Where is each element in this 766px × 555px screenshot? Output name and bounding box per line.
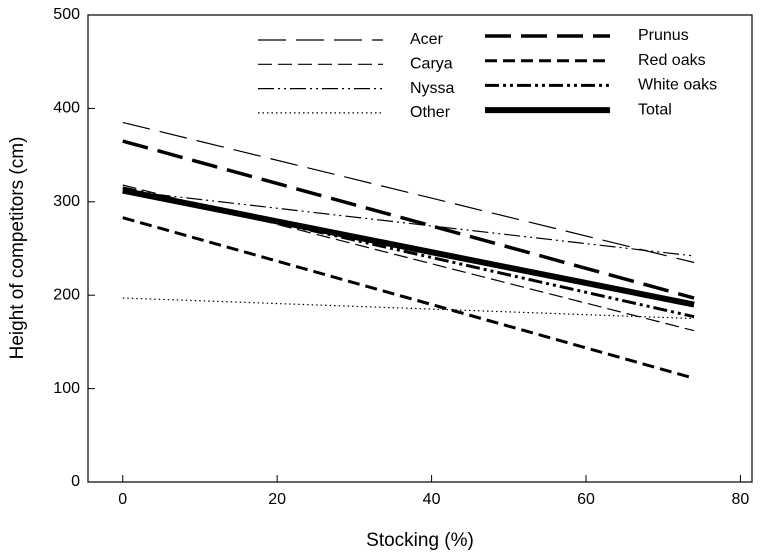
y-tick-label: 100 [53,380,80,397]
x-tick-label: 60 [577,491,595,508]
legend-label: Carya [410,56,453,73]
y-tick-label: 400 [53,100,80,117]
series-line [122,139,695,300]
y-tick-label: 500 [53,6,80,23]
legend-label: Other [410,104,451,121]
x-tick-label: 0 [118,491,127,508]
series-line [122,121,695,264]
legend-label: White oaks [638,77,717,94]
x-tick-label: 40 [423,491,441,508]
legend-label: Total [638,101,672,118]
x-tick-label: 80 [732,491,750,508]
series-line [122,184,695,332]
y-tick-label: 200 [53,286,80,303]
y-axis-label: Height of competitors (cm) [7,137,28,360]
y-tick-label: 0 [71,473,80,490]
series-line [122,187,695,308]
y-tick-label: 300 [53,193,80,210]
legend-label: Nyssa [410,80,455,97]
legend-label: Red oaks [638,52,706,69]
series-line [122,216,695,380]
x-tick-label: 20 [268,491,286,508]
plot-frame [87,14,753,483]
series-line [122,297,695,320]
legend-label: Prunus [638,27,689,44]
x-axis-label: Stocking (%) [366,530,474,551]
legend-label: Acer [410,31,444,48]
